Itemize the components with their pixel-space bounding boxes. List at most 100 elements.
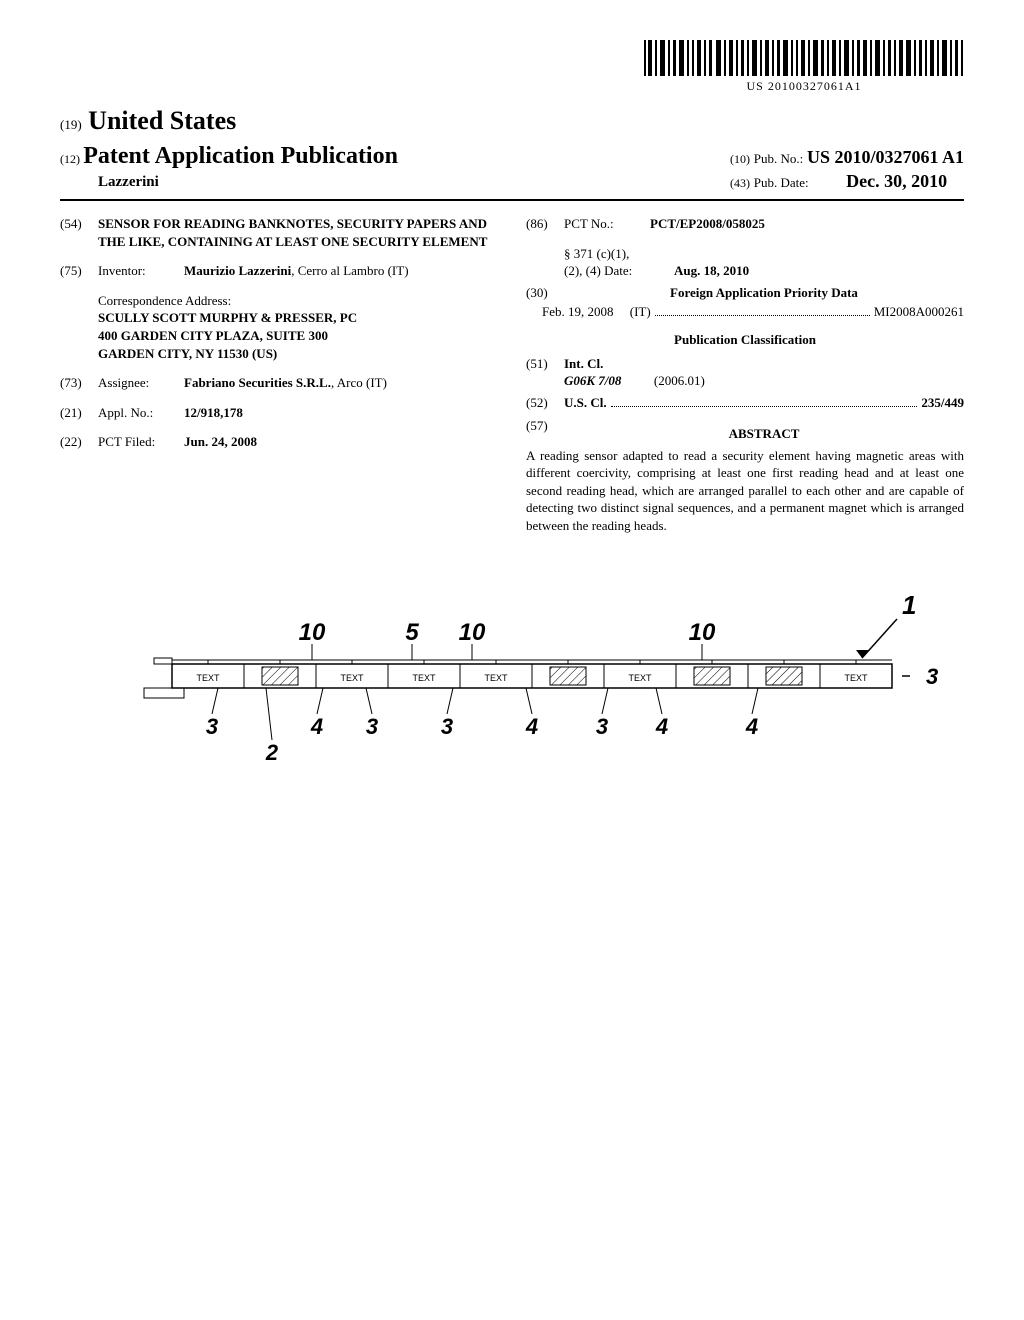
svg-text:TEXT: TEXT: [340, 673, 364, 683]
assignee-label: Assignee:: [98, 374, 184, 392]
patent-figure: TEXT TEXT TEXT TEXT TEXT TEXT 3 1 10 5 10 10 3 2 4 3 3 4 3…: [60, 594, 964, 819]
foreign-data-row: Feb. 19, 2008 (IT) MI2008A000261: [542, 303, 964, 321]
authority-code: (19): [60, 117, 82, 132]
assignee-loc: , Arco (IT): [331, 375, 387, 390]
corr-line3: GARDEN CITY, NY 11530 (US): [98, 345, 498, 363]
applno-value: 12/918,178: [184, 404, 498, 422]
pub-type-code: (12): [60, 152, 80, 166]
intcl-value: G06K 7/08: [564, 373, 621, 388]
barcode-text: US 20100327061A1: [644, 78, 964, 94]
svg-text:10: 10: [459, 619, 486, 646]
svg-text:10: 10: [689, 619, 716, 646]
pubdate-label: Pub. Date:: [754, 175, 809, 190]
foreign-num: MI2008A000261: [874, 303, 964, 321]
s371-field: § 371 (c)(1), (2), (4) Date: Aug. 18, 20…: [526, 245, 964, 280]
uscl-value: 235/449: [921, 394, 964, 412]
header-author: Lazzerini: [98, 172, 398, 192]
svg-text:4: 4: [525, 714, 538, 739]
intcl-label: Int. Cl.: [564, 355, 964, 373]
inventor-name: Maurizio Lazzerini: [184, 263, 291, 278]
s371-line2: (2), (4) Date:: [564, 262, 674, 280]
left-column: (54) SENSOR FOR READING BANKNOTES, SECUR…: [60, 215, 498, 534]
body-columns: (54) SENSOR FOR READING BANKNOTES, SECUR…: [60, 215, 964, 534]
intcl-code: (51): [526, 355, 564, 390]
foreign-head-row: (30) Foreign Application Priority Data: [526, 284, 964, 302]
inventor-field: (75) Inventor: Maurizio Lazzerini, Cerro…: [60, 262, 498, 280]
right-column: (86) PCT No.: PCT/EP2008/058025 § 371 (c…: [526, 215, 964, 534]
figure-svg: TEXT TEXT TEXT TEXT TEXT TEXT 3 1 10 5 10 10 3 2 4 3 3 4 3…: [82, 594, 942, 814]
svg-text:4: 4: [655, 714, 668, 739]
svg-text:3: 3: [926, 664, 938, 689]
uscl-code: (52): [526, 394, 564, 412]
corr-label: Correspondence Address:: [98, 292, 498, 310]
applno-field: (21) Appl. No.: 12/918,178: [60, 404, 498, 422]
svg-text:3: 3: [596, 714, 608, 739]
inventor-loc: , Cerro al Lambro (IT): [291, 263, 408, 278]
assignee-code: (73): [60, 374, 98, 392]
title-field: (54) SENSOR FOR READING BANKNOTES, SECUR…: [60, 215, 498, 250]
correspondence-block: Correspondence Address: SCULLY SCOTT MUR…: [98, 292, 498, 362]
foreign-head: Foreign Application Priority Data: [564, 284, 964, 302]
assignee-field: (73) Assignee: Fabriano Securities S.R.L…: [60, 374, 498, 392]
pubclass-head: Publication Classification: [526, 331, 964, 349]
svg-text:TEXT: TEXT: [196, 673, 220, 683]
pubno-label: Pub. No.:: [754, 151, 803, 166]
authority: United States: [88, 106, 236, 135]
applno-label: Appl. No.:: [98, 404, 184, 422]
s371-value: Aug. 18, 2010: [674, 262, 964, 280]
pub-type: Patent Application Publication: [83, 143, 398, 169]
abstract-head: ABSTRACT: [564, 425, 964, 443]
pubdate-value: Dec. 30, 2010: [846, 171, 947, 191]
pubno-value: US 2010/0327061 A1: [807, 147, 964, 167]
pctno-label: PCT No.:: [564, 215, 650, 233]
abstract-body: A reading sensor adapted to read a secur…: [526, 447, 964, 535]
svg-text:5: 5: [405, 619, 419, 646]
assignee-name: Fabriano Securities S.R.L.: [184, 375, 331, 390]
pctfiled-code: (22): [60, 433, 98, 451]
intcl-field: (51) Int. Cl. G06K 7/08 (2006.01): [526, 355, 964, 390]
foreign-code: (30): [526, 284, 564, 302]
svg-text:TEXT: TEXT: [628, 673, 652, 683]
svg-text:TEXT: TEXT: [412, 673, 436, 683]
pctno-value: PCT/EP2008/058025: [650, 215, 964, 233]
title-code: (54): [60, 215, 98, 250]
inventor-label: Inventor:: [98, 262, 184, 280]
svg-text:10: 10: [299, 619, 326, 646]
title-text: SENSOR FOR READING BANKNOTES, SECURITY P…: [98, 215, 498, 250]
dots-leader-2: [611, 395, 918, 406]
uscl-field: (52) U.S. Cl. 235/449: [526, 394, 964, 412]
svg-text:TEXT: TEXT: [844, 673, 868, 683]
svg-text:3: 3: [206, 714, 218, 739]
uscl-label: U.S. Cl.: [564, 394, 607, 412]
doc-header: (19) United States (12) Patent Applicati…: [60, 103, 964, 202]
header-left: (12) Patent Application Publication Lazz…: [60, 140, 398, 193]
pubno-code: (10): [730, 152, 750, 166]
pctno-field: (86) PCT No.: PCT/EP2008/058025: [526, 215, 964, 233]
dots-leader: [655, 305, 870, 316]
abstract-code: (57): [526, 417, 564, 447]
svg-text:3: 3: [441, 714, 453, 739]
barcode: US 20100327061A1: [644, 40, 964, 94]
svg-text:3: 3: [366, 714, 378, 739]
svg-text:1: 1: [902, 594, 916, 620]
corr-line2: 400 GARDEN CITY PLAZA, SUITE 300: [98, 327, 498, 345]
pubdate-code: (43): [730, 176, 750, 190]
foreign-country: (IT): [630, 304, 651, 319]
pctfiled-field: (22) PCT Filed: Jun. 24, 2008: [60, 433, 498, 451]
barcode-region: US 20100327061A1: [60, 40, 964, 95]
svg-text:4: 4: [745, 714, 758, 739]
header-right: (10) Pub. No.: US 2010/0327061 A1 (43) P…: [730, 145, 964, 194]
svg-text:2: 2: [265, 740, 279, 765]
pctfiled-value: Jun. 24, 2008: [184, 433, 498, 451]
svg-text:4: 4: [310, 714, 323, 739]
abstract-head-row: (57) ABSTRACT: [526, 417, 964, 447]
s371-line1: § 371 (c)(1),: [564, 245, 674, 263]
corr-line1: SCULLY SCOTT MURPHY & PRESSER, PC: [98, 309, 498, 327]
intcl-ver: (2006.01): [654, 373, 705, 388]
pctfiled-label: PCT Filed:: [98, 433, 184, 451]
inventor-code: (75): [60, 262, 98, 280]
pctno-code: (86): [526, 215, 564, 233]
foreign-date: Feb. 19, 2008: [542, 304, 614, 319]
svg-text:TEXT: TEXT: [484, 673, 508, 683]
applno-code: (21): [60, 404, 98, 422]
